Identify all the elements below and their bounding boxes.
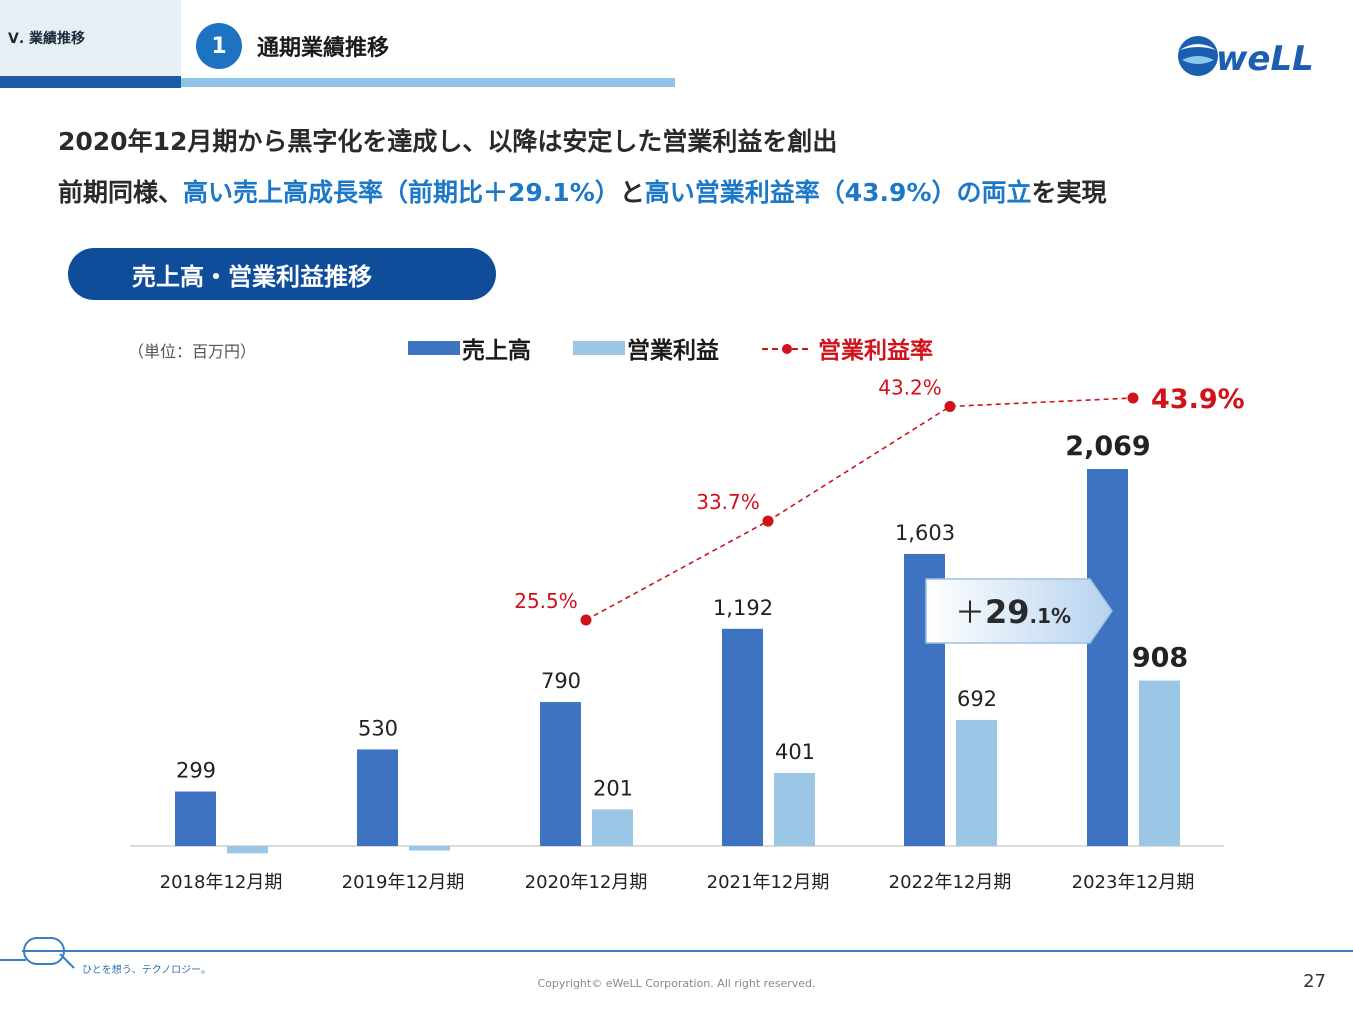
unit-label: （単位：百万円） [128, 342, 257, 361]
label-sales-4: 1,603 [895, 521, 955, 545]
copyright-text: Copyright© eWeLL Corporation. All right … [537, 977, 816, 990]
label-margin-3: 33.7% [696, 490, 760, 514]
label-sales-0: 299 [176, 759, 216, 783]
headline-line-2: 前期同様、高い売上高成長率（前期比＋29.1%）と高い営業利益率（43.9%）の… [58, 173, 1107, 209]
page-title: 通期業績推移 [257, 36, 390, 61]
headline-2-prefix: 前期同様、 [58, 178, 184, 207]
company-logo: weLL [1178, 36, 1314, 79]
label-margin-5: 43.9% [1151, 384, 1245, 415]
margin-point-4 [944, 400, 956, 412]
label-sales-5: 2,069 [1065, 431, 1150, 462]
bar-sales-5 [1087, 469, 1128, 846]
section-label: Ⅴ. 業績推移 [0, 0, 181, 76]
logo-text: weLL [1216, 39, 1314, 79]
legend-label-sales: 売上高 [462, 338, 531, 364]
legend-swatch-profit [573, 341, 625, 355]
bar-profit-0 [227, 846, 268, 854]
legend-label-profit: 営業利益 [627, 338, 719, 364]
bar-profit-4 [956, 719, 997, 846]
step-number-badge: 1 [196, 23, 242, 69]
label-profit-5: 908 [1132, 643, 1188, 674]
chart-title-pill: 売上高・営業利益推移 [68, 248, 496, 300]
legend-label-margin: 営業利益率 [818, 338, 933, 364]
x-tick-4: 2022年12月期 [889, 872, 1012, 893]
page-number: 27 [1303, 971, 1326, 992]
bar-profit-2 [592, 809, 633, 846]
label-margin-2: 25.5% [514, 589, 578, 613]
bar-profit-3 [774, 772, 815, 846]
headline-2-suffix: を実現 [1031, 178, 1107, 207]
footer-line [22, 950, 1353, 952]
margin-point-2 [580, 614, 592, 626]
label-sales-2: 790 [541, 669, 581, 693]
legend-swatch-sales [408, 341, 460, 355]
label-sales-3: 1,192 [713, 596, 773, 620]
headline-2-mid: と [619, 178, 645, 207]
margin-point-3 [762, 515, 774, 527]
bar-sales-1 [357, 749, 398, 846]
legend-swatch-margin [762, 344, 812, 354]
footer-logo-icon [0, 937, 75, 969]
bar-profit-1 [409, 846, 450, 851]
margin-point-5 [1127, 392, 1139, 404]
label-margin-4: 43.2% [878, 375, 942, 399]
x-tick-5: 2023年12月期 [1072, 872, 1195, 893]
growth-callout: ＋29.1% [925, 578, 1113, 644]
margin-line [585, 397, 1134, 621]
headline-line-1: 2020年12月期から黒字化を達成し、以降は安定した営業利益を創出 [58, 127, 838, 156]
bar-profit-5 [1139, 680, 1180, 846]
label-profit-4: 692 [957, 687, 997, 711]
bar-sales-3 [722, 628, 763, 846]
bar-sales-2 [540, 702, 581, 846]
x-tick-3: 2021年12月期 [707, 872, 830, 893]
title-underline [181, 78, 675, 87]
bar-sales-0 [175, 791, 216, 846]
label-sales-1: 530 [358, 716, 398, 740]
x-tick-2: 2020年12月期 [525, 872, 648, 893]
footer-tagline: ひとを想う、テクノロジー。 [82, 965, 211, 976]
growth-callout-text: ＋29.1% [955, 593, 1071, 631]
headline-2-highlight-margin: 高い営業利益率（43.9%）の両立 [644, 178, 1032, 207]
label-profit-3: 401 [775, 740, 815, 764]
headline-2-highlight-growth: 高い売上高成長率（前期比＋29.1%） [183, 178, 620, 207]
x-tick-1: 2019年12月期 [342, 872, 465, 893]
x-tick-0: 2018年12月期 [160, 872, 283, 893]
label-profit-2: 201 [593, 776, 633, 800]
growth-callout-arrow [925, 578, 1113, 644]
section-underline [0, 76, 181, 88]
